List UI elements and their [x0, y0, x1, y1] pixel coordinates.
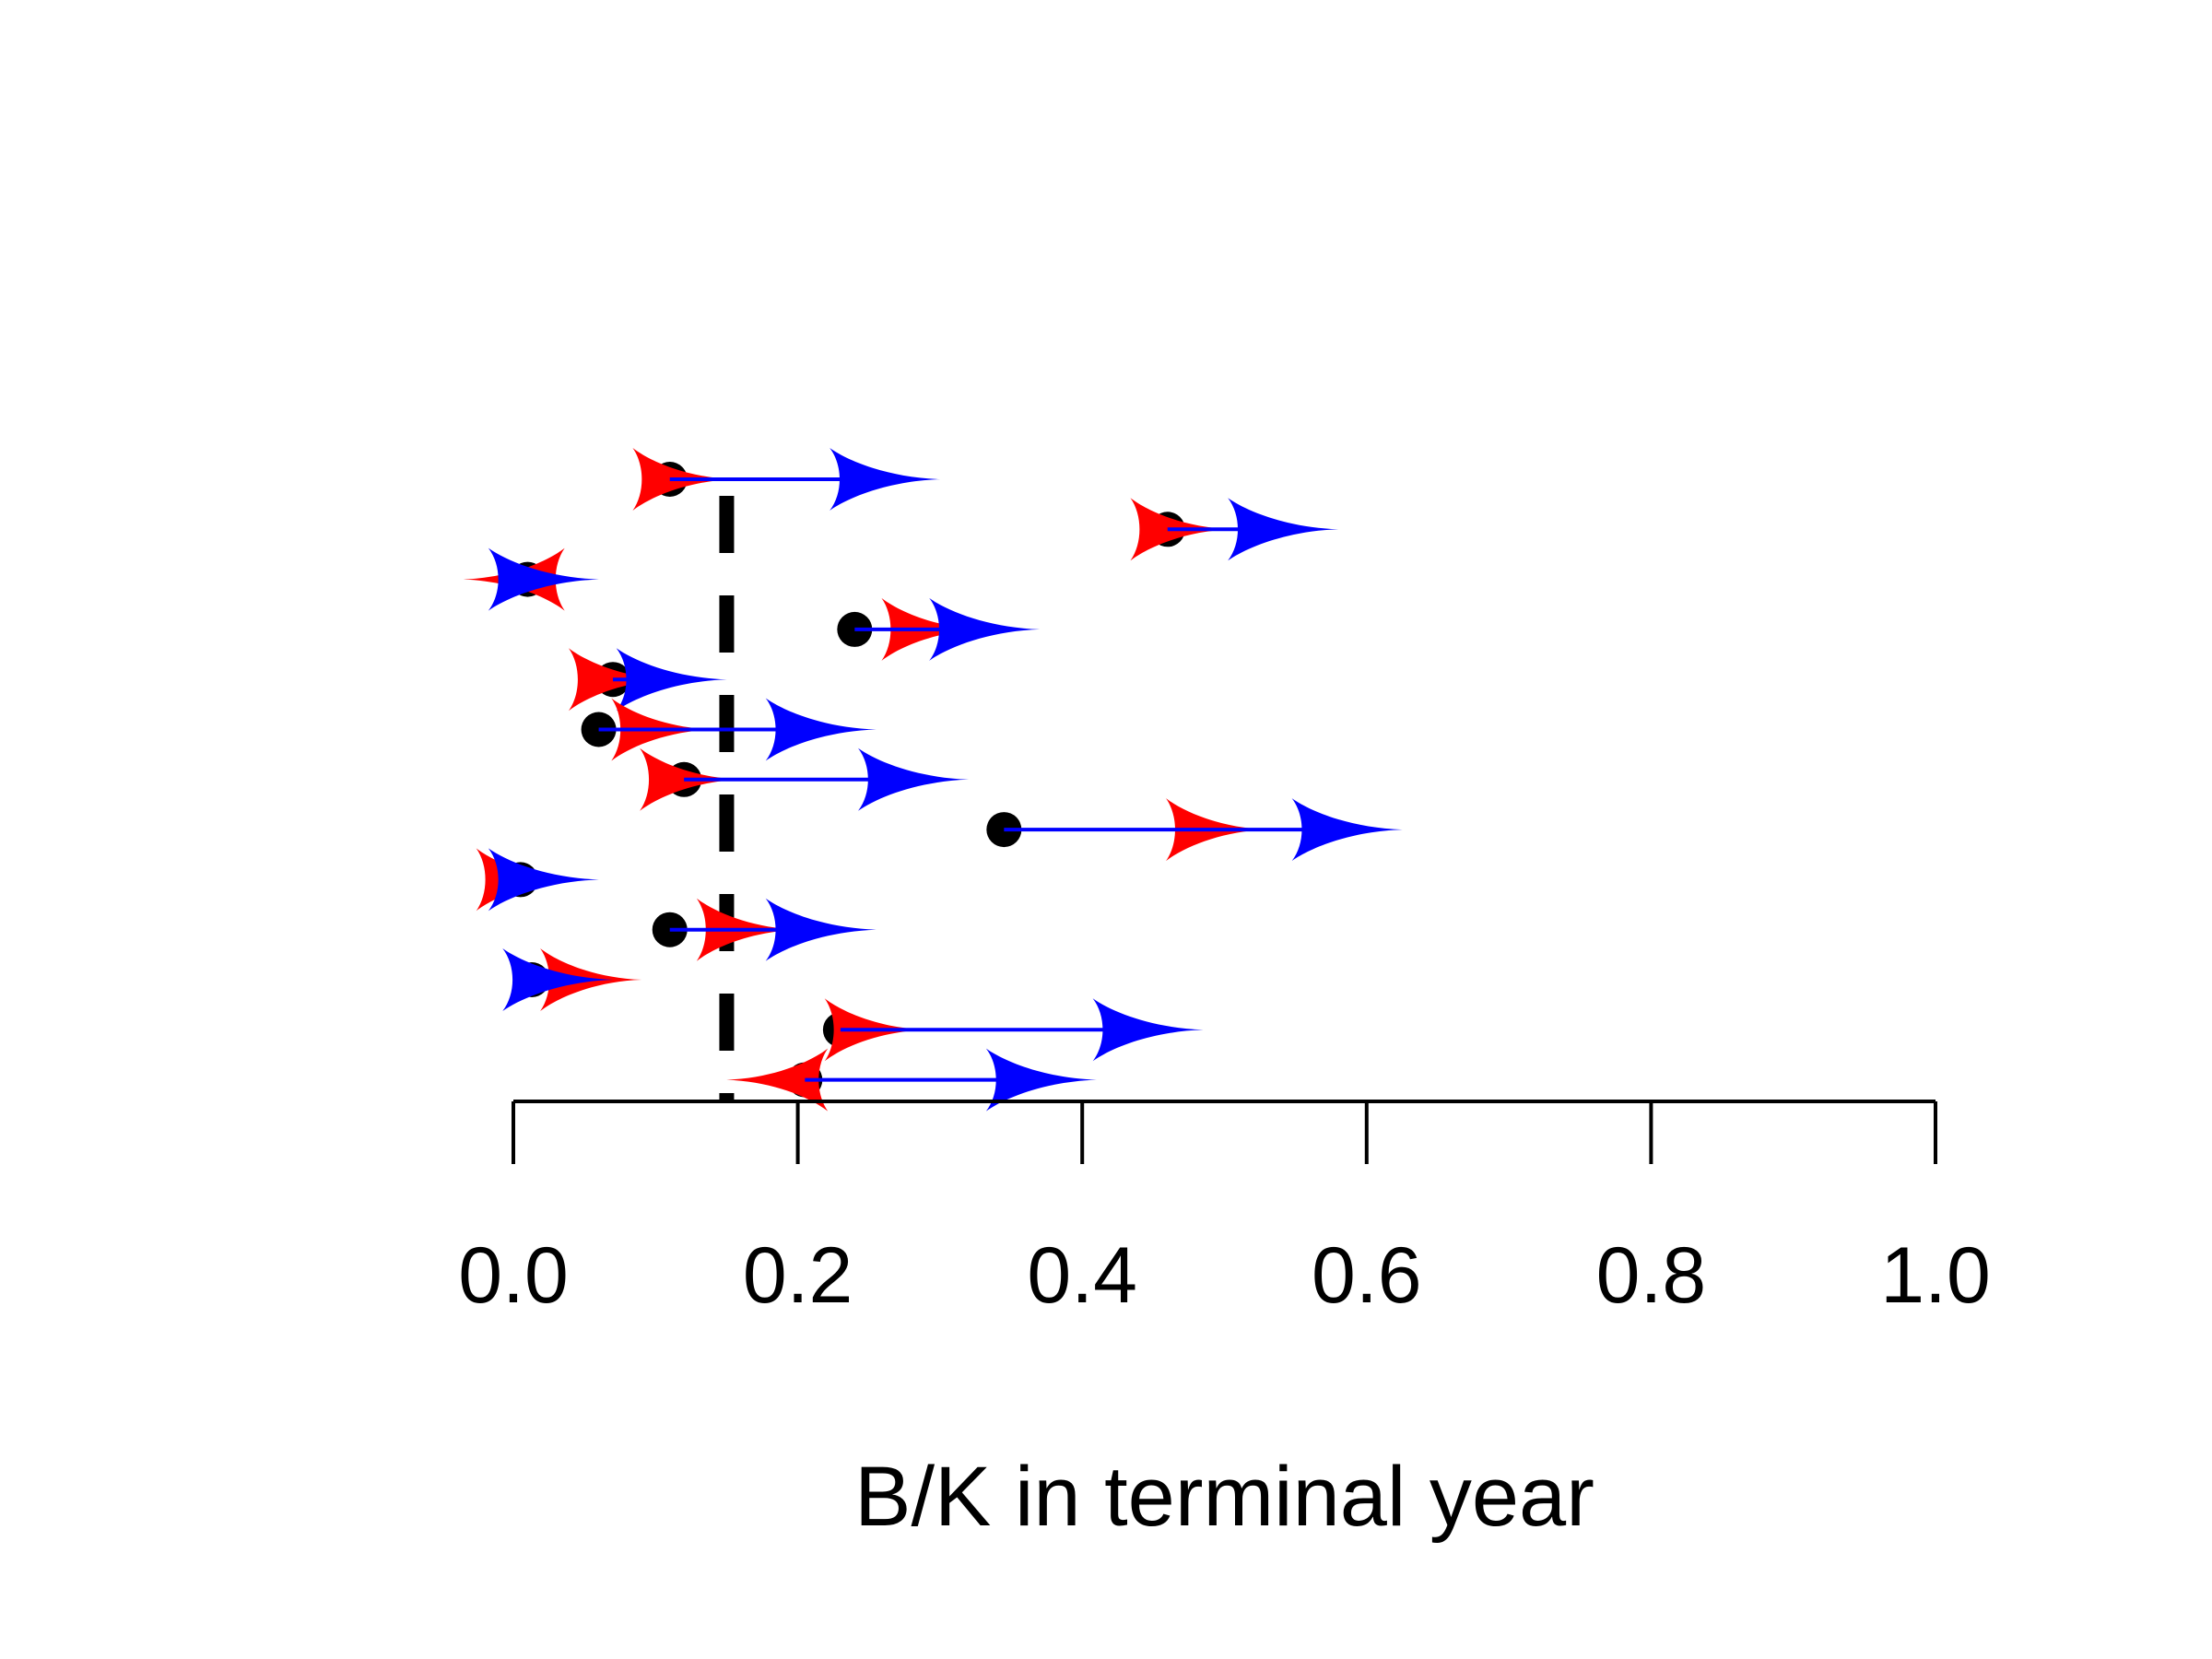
end-arrowhead: [985, 1048, 1097, 1112]
x-tick-label: 0.6: [1312, 1231, 1422, 1320]
data-row: [502, 948, 642, 1011]
data-row: [463, 547, 599, 611]
x-tick-label: 0.4: [1027, 1231, 1137, 1320]
data-row: [837, 597, 1041, 661]
end-arrowhead: [929, 597, 1041, 661]
data-row: [726, 1048, 1097, 1112]
end-arrowhead: [502, 948, 614, 1011]
x-axis-title: B/K in terminal year: [854, 1450, 1594, 1544]
x-axis: 0.0 0.2 0.4 0.6 0.8 1.0: [458, 1100, 1991, 1320]
end-arrowhead: [830, 448, 941, 511]
mid-arrowhead: [726, 1048, 829, 1112]
end-arrowhead: [616, 648, 727, 712]
end-arrowhead: [1092, 998, 1204, 1062]
data-row: [822, 998, 1204, 1062]
end-arrowhead: [1291, 798, 1403, 862]
x-tick-label: 0.0: [458, 1231, 569, 1320]
data-row: [632, 448, 941, 511]
data-row: [569, 648, 727, 712]
end-arrowhead: [765, 698, 877, 761]
end-arrowhead: [1228, 498, 1339, 561]
data-row: [476, 848, 599, 912]
end-arrowhead: [765, 898, 877, 961]
end-arrowhead: [488, 848, 599, 912]
end-arrowhead: [488, 547, 599, 611]
data-row: [640, 747, 970, 811]
data-row: [581, 698, 877, 761]
data-row: [1130, 498, 1339, 561]
end-arrowhead: [858, 747, 970, 811]
data-row: [652, 898, 877, 961]
x-tick-label: 0.8: [1596, 1231, 1707, 1320]
x-tick-label: 0.2: [743, 1231, 853, 1320]
x-tick-label: 1.0: [1880, 1231, 1991, 1320]
data-row: [986, 798, 1403, 862]
data-rows: [463, 448, 1403, 1112]
